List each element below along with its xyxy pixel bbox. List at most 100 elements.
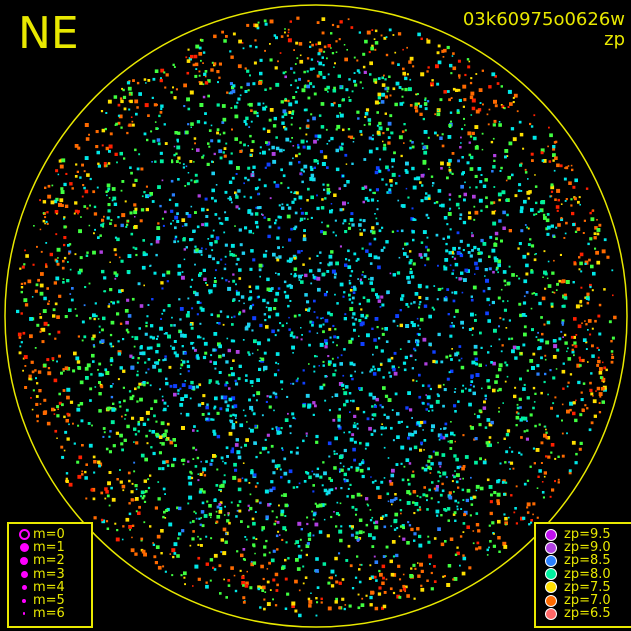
star-marker xyxy=(312,490,315,493)
star-marker xyxy=(150,130,153,133)
star-marker xyxy=(373,191,376,195)
star-marker xyxy=(462,220,467,225)
star-marker xyxy=(294,225,298,229)
star-marker xyxy=(262,253,267,258)
star-marker xyxy=(277,329,280,332)
star-marker xyxy=(213,553,218,558)
star-marker xyxy=(186,71,190,75)
star-marker xyxy=(456,505,459,508)
star-marker xyxy=(213,498,217,502)
star-marker xyxy=(326,143,329,145)
star-marker xyxy=(129,211,133,215)
star-marker xyxy=(220,456,224,460)
star-marker xyxy=(305,544,310,548)
star-marker xyxy=(195,179,199,183)
star-marker xyxy=(155,545,160,549)
star-marker xyxy=(182,333,187,338)
star-marker xyxy=(136,400,139,403)
star-marker xyxy=(408,462,412,465)
star-marker xyxy=(339,282,344,287)
star-marker xyxy=(105,146,109,151)
star-marker xyxy=(573,341,577,345)
star-marker xyxy=(419,562,423,567)
star-marker xyxy=(272,578,276,582)
star-marker xyxy=(336,452,338,455)
star-marker xyxy=(448,198,451,201)
star-marker xyxy=(216,70,220,74)
star-marker xyxy=(145,194,149,199)
star-marker xyxy=(69,293,72,295)
star-marker xyxy=(209,558,214,562)
star-marker xyxy=(451,291,454,294)
star-marker xyxy=(257,102,261,106)
star-marker xyxy=(61,403,64,407)
star-marker xyxy=(93,345,96,348)
star-marker xyxy=(309,45,312,48)
star-marker xyxy=(470,312,474,317)
star-marker xyxy=(334,219,337,222)
star-marker xyxy=(119,405,122,408)
star-marker xyxy=(611,336,615,340)
star-marker xyxy=(380,516,384,520)
star-marker xyxy=(368,577,372,580)
star-marker xyxy=(477,167,482,171)
star-marker xyxy=(309,165,313,169)
star-marker xyxy=(63,243,66,247)
star-marker xyxy=(95,314,98,318)
star-marker xyxy=(451,55,454,57)
star-marker xyxy=(294,211,298,215)
star-marker xyxy=(162,359,165,362)
star-marker xyxy=(117,216,120,219)
star-marker xyxy=(437,109,440,112)
star-marker xyxy=(428,314,432,319)
star-marker xyxy=(340,468,344,472)
star-marker xyxy=(460,142,462,144)
star-marker xyxy=(189,521,192,524)
star-marker xyxy=(249,305,253,308)
star-marker xyxy=(173,240,177,244)
star-marker xyxy=(192,520,195,523)
star-marker xyxy=(120,189,123,192)
star-marker xyxy=(65,172,68,175)
star-marker xyxy=(322,364,325,367)
star-marker xyxy=(352,312,356,316)
star-marker xyxy=(457,159,460,163)
star-marker xyxy=(176,140,179,143)
star-marker xyxy=(394,102,398,107)
star-marker xyxy=(485,441,489,445)
star-marker xyxy=(374,213,376,215)
star-marker xyxy=(158,114,161,118)
star-marker xyxy=(459,253,464,258)
star-marker xyxy=(160,104,164,108)
star-marker xyxy=(39,199,41,202)
star-marker xyxy=(244,176,247,180)
star-marker xyxy=(575,304,580,309)
star-marker xyxy=(397,420,401,424)
star-marker xyxy=(503,308,507,312)
star-marker xyxy=(143,500,147,503)
star-marker xyxy=(92,250,96,255)
star-marker xyxy=(322,231,327,235)
star-marker xyxy=(575,452,578,456)
star-marker xyxy=(179,367,182,369)
star-marker xyxy=(293,257,297,260)
star-marker xyxy=(308,363,310,365)
star-marker xyxy=(380,248,384,252)
star-marker xyxy=(401,95,404,98)
star-marker xyxy=(276,548,279,551)
star-marker xyxy=(330,576,333,580)
star-marker xyxy=(552,147,556,151)
star-marker xyxy=(448,371,451,374)
star-marker xyxy=(162,433,167,437)
star-marker xyxy=(365,314,369,318)
star-marker xyxy=(292,486,296,489)
star-marker xyxy=(293,71,296,74)
star-marker xyxy=(63,182,67,187)
star-marker xyxy=(433,487,436,490)
star-marker xyxy=(446,223,449,226)
star-marker xyxy=(176,145,181,150)
star-marker xyxy=(576,363,581,368)
star-marker xyxy=(298,314,301,317)
star-marker xyxy=(519,406,522,409)
star-marker xyxy=(410,217,414,221)
